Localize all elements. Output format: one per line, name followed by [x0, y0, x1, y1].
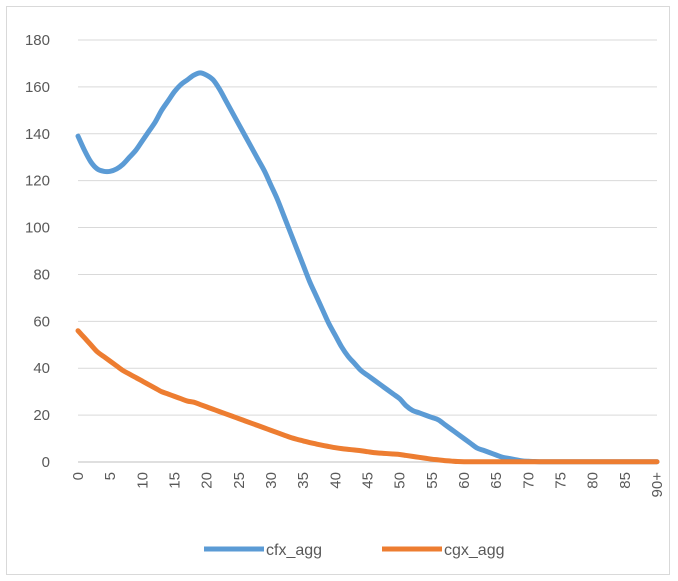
y-tick-label: 20: [33, 407, 50, 424]
series-line-cgx_agg: [75, 328, 660, 465]
x-tick-label: 85: [617, 472, 634, 489]
y-tick-label: 140: [25, 126, 50, 143]
x-tick-label: 5: [102, 472, 119, 480]
x-tick-label: 65: [488, 472, 505, 489]
x-tick-label: 0: [70, 472, 87, 480]
x-tick-label: 75: [553, 472, 570, 489]
x-tick-label: 45: [360, 472, 377, 489]
legend-label: cgx_agg: [444, 542, 505, 559]
y-tick-label: 160: [25, 79, 50, 96]
x-tick-label: 25: [231, 472, 248, 489]
x-tick-label: 30: [263, 472, 280, 489]
x-tick-label: 80: [585, 472, 602, 489]
x-tick-label: 90+: [649, 472, 666, 498]
y-tick-label: 100: [25, 220, 50, 237]
series-line-cfx_agg: [75, 70, 660, 465]
x-tick-label: 55: [424, 472, 441, 489]
y-tick-label: 0: [42, 454, 50, 471]
y-tick-label: 180: [25, 32, 50, 49]
x-tick-label: 20: [199, 472, 216, 489]
x-axis-ticks: 0 5 10 15 20 25 30 35 40 45 50 55 60 65 70 75 80 85 90+: [70, 472, 666, 498]
y-tick-label: 60: [33, 313, 50, 330]
x-tick-label: 40: [327, 472, 344, 489]
x-tick-label: 50: [392, 472, 409, 489]
x-tick-label: 70: [520, 472, 537, 489]
x-tick-label: 60: [456, 472, 473, 489]
series-lines: [75, 70, 660, 465]
y-tick-label: 120: [25, 173, 50, 190]
x-tick-label: 35: [295, 472, 312, 489]
chart-area: [6, 6, 670, 575]
legend: cfx_agg cgx_agg: [204, 542, 505, 559]
y-tick-label: 40: [33, 360, 50, 377]
x-tick-label: 15: [167, 472, 184, 489]
y-axis-ticks: 0 20 40 60 80 100 120 140 160 180: [25, 32, 50, 471]
legend-label: cfx_agg: [266, 542, 322, 559]
y-tick-label: 80: [33, 266, 50, 283]
x-tick-label: 10: [134, 472, 151, 489]
